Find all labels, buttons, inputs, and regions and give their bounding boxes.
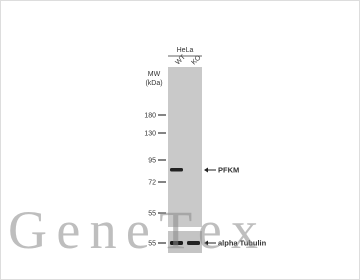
- band: [170, 168, 183, 172]
- cell-line-label: HeLa: [177, 47, 194, 54]
- marker-label: 130: [144, 131, 156, 138]
- mw-label: MW: [148, 71, 161, 78]
- marker-label: 180: [144, 113, 156, 120]
- marker-label: 72: [148, 180, 156, 187]
- marker-label: 95: [148, 158, 156, 165]
- mw-label: (kDa): [145, 80, 162, 87]
- watermark: GeneTex: [8, 200, 258, 260]
- target-label: PFKM: [218, 166, 239, 175]
- blot-figure: HeLa WT KO MW (kDa) PFKM alpha Tubulin 1…: [0, 0, 360, 280]
- page: HeLa WT KO MW (kDa) PFKM alpha Tubulin 1…: [0, 0, 360, 280]
